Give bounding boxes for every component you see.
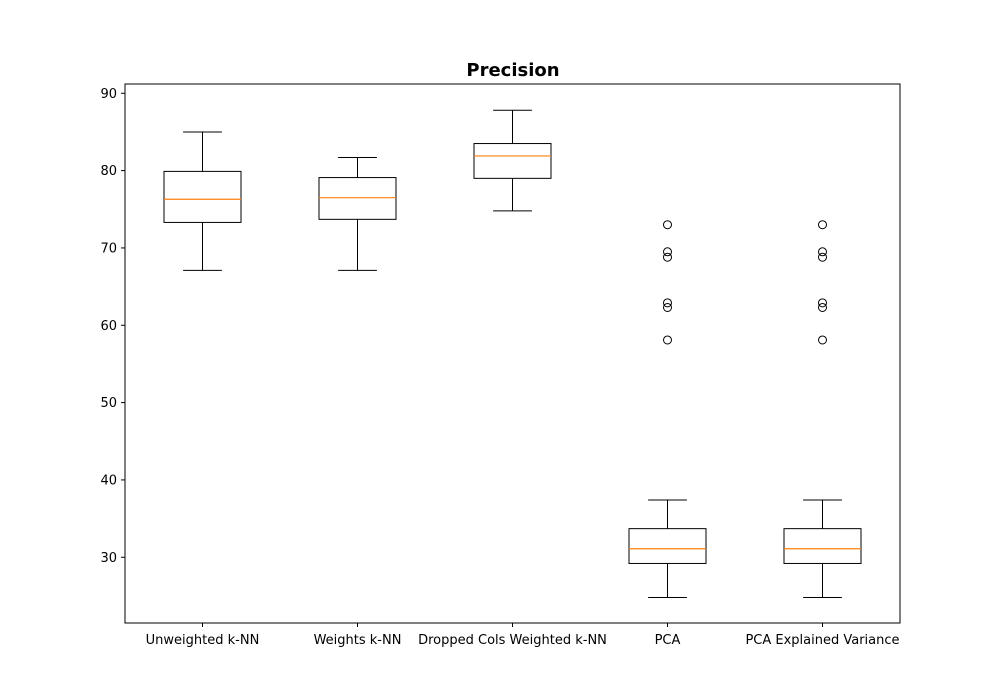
outlier-point — [818, 220, 827, 230]
y-tick-label: 40 — [100, 473, 117, 488]
outlier-point — [818, 252, 827, 262]
x-tick-label: Weights k-NN — [314, 633, 402, 648]
y-tick-label: 30 — [100, 551, 117, 566]
iqr-box — [628, 528, 707, 564]
x-axis: Unweighted k-NN Weights k-NN Dropped Cols … — [146, 623, 900, 648]
box-group — [163, 109, 862, 598]
box-plot-item — [318, 156, 397, 271]
chart-title: Precision — [466, 60, 559, 81]
outlier-point — [663, 247, 672, 257]
outlier-point — [818, 298, 827, 308]
iqr-box — [783, 528, 862, 564]
box-plot-item — [473, 109, 552, 212]
box-plot-item — [783, 220, 862, 598]
outlier-point — [663, 335, 672, 345]
box-plot-item — [628, 220, 707, 598]
y-axis: 30 40 50 60 70 80 90 — [100, 87, 125, 566]
outlier-point — [818, 302, 827, 312]
outlier-point — [818, 247, 827, 257]
x-tick-label: PCA — [655, 633, 681, 648]
x-tick-label: Dropped Cols Weighted k-NN — [418, 633, 607, 648]
outlier-point — [663, 220, 672, 230]
iqr-box — [163, 170, 242, 223]
y-tick-label: 50 — [100, 396, 117, 411]
outlier-point — [663, 298, 672, 308]
y-tick-label: 60 — [100, 319, 117, 334]
x-tick-label: Unweighted k-NN — [146, 633, 260, 648]
x-tick-label: PCA Explained Variance — [745, 633, 899, 648]
box-plot-item — [163, 131, 242, 271]
y-tick-label: 90 — [100, 87, 117, 102]
outlier-point — [818, 335, 827, 345]
iqr-box — [473, 143, 552, 179]
outlier-point — [663, 252, 672, 262]
outlier-point — [663, 302, 672, 312]
y-tick-label: 70 — [100, 241, 117, 256]
y-tick-label: 80 — [100, 164, 117, 179]
iqr-box — [318, 177, 397, 220]
